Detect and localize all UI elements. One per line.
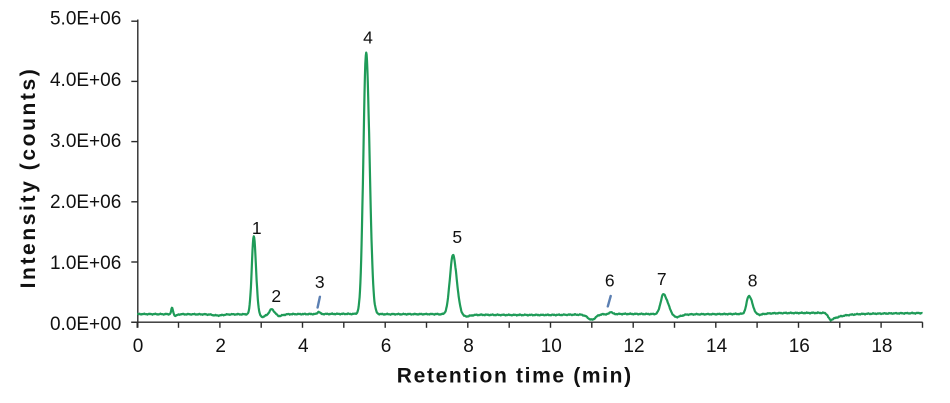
svg-text:18: 18 bbox=[871, 336, 892, 357]
svg-text:8: 8 bbox=[463, 336, 474, 357]
svg-text:6: 6 bbox=[381, 336, 392, 357]
svg-text:5: 5 bbox=[452, 227, 462, 247]
svg-text:14: 14 bbox=[706, 336, 728, 357]
svg-text:Intensity (counts): Intensity (counts) bbox=[17, 67, 40, 289]
svg-text:6: 6 bbox=[605, 270, 615, 290]
svg-text:4.0E+06: 4.0E+06 bbox=[50, 70, 121, 91]
svg-text:3.0E+06: 3.0E+06 bbox=[50, 131, 121, 152]
svg-text:2: 2 bbox=[215, 336, 226, 357]
svg-text:3: 3 bbox=[315, 272, 325, 292]
svg-text:10: 10 bbox=[541, 336, 562, 357]
svg-text:2.0E+06: 2.0E+06 bbox=[50, 192, 121, 213]
svg-text:4: 4 bbox=[363, 28, 373, 48]
svg-text:2: 2 bbox=[271, 286, 281, 306]
svg-text:8: 8 bbox=[748, 271, 758, 291]
svg-text:12: 12 bbox=[623, 336, 644, 357]
svg-text:16: 16 bbox=[789, 336, 810, 357]
svg-text:0.0E+00: 0.0E+00 bbox=[50, 314, 121, 335]
svg-text:5.0E+06: 5.0E+06 bbox=[50, 9, 121, 30]
svg-text:Retention time (min): Retention time (min) bbox=[397, 365, 633, 388]
svg-text:4: 4 bbox=[298, 336, 309, 357]
svg-text:1.0E+06: 1.0E+06 bbox=[50, 253, 121, 274]
svg-text:7: 7 bbox=[657, 269, 667, 289]
svg-text:1: 1 bbox=[252, 218, 262, 238]
svg-text:0: 0 bbox=[133, 336, 144, 357]
